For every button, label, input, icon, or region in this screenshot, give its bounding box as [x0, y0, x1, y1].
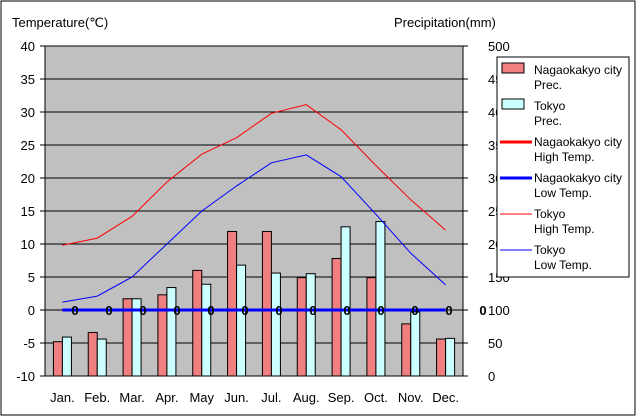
- bar-1-8: [340, 226, 351, 377]
- legend-label-2-0: Nagaokakyo city: [534, 135, 622, 149]
- bar-0-3: [157, 294, 168, 377]
- bar-1-11: [445, 337, 456, 377]
- left-tick-label-10: 40: [21, 39, 35, 54]
- bar-0-6: [261, 230, 272, 377]
- x-tick-label-3: Apr.: [155, 390, 178, 405]
- legend-swatch-bar-1: [501, 98, 525, 110]
- point-label-9: 0: [377, 303, 384, 318]
- legend-label-1-0: Tokyo: [534, 99, 566, 113]
- line-series-2: [62, 104, 446, 246]
- x-tick-label-1: Feb.: [84, 390, 110, 405]
- right-tick-label-2: 100: [488, 303, 510, 318]
- zero-labels: 0 0 0 0 0 0 0 0 0 0 0 0 0: [71, 303, 486, 318]
- point-label-12: 0: [479, 303, 486, 318]
- legend-label-4-0: Tokyo: [534, 207, 566, 221]
- legend-label-5-1: Low Temp.: [534, 258, 592, 272]
- legend-label-3-1: Low Temp.: [534, 186, 592, 200]
- x-tick-label-10: Nov.: [398, 390, 424, 405]
- legend-label-1-1: Prec.: [534, 114, 562, 128]
- bar-0-9: [366, 277, 377, 377]
- point-label-7: 0: [309, 303, 316, 318]
- legend-label-0-1: Prec.: [534, 78, 562, 92]
- bar-0-0: [52, 341, 63, 377]
- bar-0-8: [331, 258, 342, 377]
- bar-0-10: [401, 323, 412, 377]
- left-tick-label-1: -5: [23, 336, 35, 351]
- x-tick-label-6: Jul.: [261, 390, 281, 405]
- bar-0-7: [296, 277, 307, 377]
- legend-label-2-1: High Temp.: [534, 150, 594, 164]
- bar-1-2: [131, 298, 142, 377]
- left-tick-label-5: 15: [21, 204, 35, 219]
- point-label-8: 0: [343, 303, 350, 318]
- left-tick-label-6: 20: [21, 171, 35, 186]
- bar-1-4: [201, 283, 212, 377]
- bar-1-1: [96, 338, 107, 377]
- left-tick-label-8: 30: [21, 105, 35, 120]
- point-label-6: 0: [275, 303, 282, 318]
- right-tick-label-0: 0: [488, 369, 495, 384]
- point-label-2: 0: [139, 303, 146, 318]
- left-tick-label-0: -10: [16, 369, 35, 384]
- bar-1-7: [305, 273, 316, 377]
- point-label-4: 0: [207, 303, 214, 318]
- bars: [52, 221, 456, 377]
- bar-1-10: [410, 311, 421, 377]
- line-series-3: [62, 154, 446, 303]
- bar-1-9: [375, 221, 386, 377]
- point-label-3: 0: [173, 303, 180, 318]
- legend: Nagaokakyo cityPrec.TokyoPrec.Nagaokakyo…: [496, 56, 630, 278]
- point-label-0: 0: [71, 303, 78, 318]
- left-tick-label-2: 0: [28, 303, 35, 318]
- bar-0-4: [192, 269, 203, 377]
- legend-label-3-0: Nagaokakyo city: [534, 171, 622, 185]
- bar-1-5: [236, 264, 247, 377]
- right-axis-title: Precipitation(mm): [394, 15, 496, 30]
- x-tick-label-8: Sep.: [328, 390, 355, 405]
- legend-box: [496, 56, 630, 278]
- bar-0-5: [227, 230, 238, 377]
- bar-1-0: [61, 336, 72, 377]
- x-tick-label-4: May: [189, 390, 214, 405]
- bar-1-3: [166, 287, 177, 377]
- right-tick-label-10: 500: [488, 39, 510, 54]
- left-tick-label-3: 5: [28, 270, 35, 285]
- point-label-11: 0: [445, 303, 452, 318]
- bar-1-6: [270, 272, 281, 377]
- left-tick-label-4: 10: [21, 237, 35, 252]
- left-axis-title: Temperature(℃): [12, 15, 108, 30]
- point-label-10: 0: [411, 303, 418, 318]
- x-tick-label-5: Jun.: [224, 390, 249, 405]
- x-tick-label-9: Oct.: [364, 390, 388, 405]
- x-tick-label-7: Aug.: [293, 390, 320, 405]
- x-tick-label-0: Jan.: [50, 390, 75, 405]
- bar-0-11: [436, 338, 447, 377]
- x-tick-label-2: Mar.: [119, 390, 144, 405]
- left-tick-label-9: 35: [21, 72, 35, 87]
- bar-0-1: [87, 331, 98, 377]
- legend-label-4-1: High Temp.: [534, 222, 594, 236]
- lines: [62, 104, 446, 312]
- legend-swatch-bar-0: [501, 62, 525, 74]
- left-tick-label-7: 25: [21, 138, 35, 153]
- point-label-5: 0: [241, 303, 248, 318]
- x-tick-label-11: Dec.: [432, 390, 459, 405]
- point-label-1: 0: [105, 303, 112, 318]
- right-tick-label-1: 50: [488, 336, 502, 351]
- legend-label-0-0: Nagaokakyo city: [534, 63, 622, 77]
- legend-label-5-0: Tokyo: [534, 243, 566, 257]
